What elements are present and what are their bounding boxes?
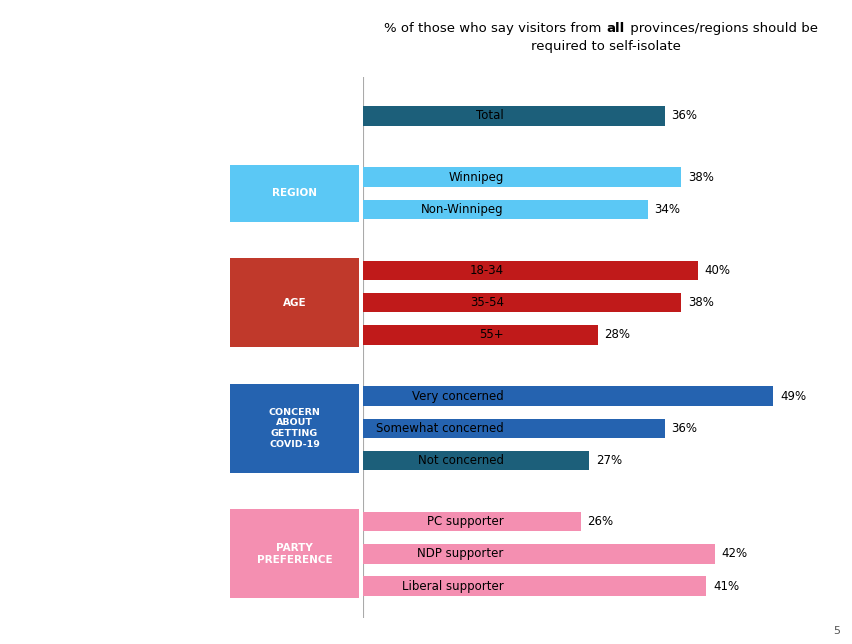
Text: Very concerned: Very concerned — [412, 390, 504, 402]
Bar — [363, 512, 580, 531]
Text: 36%: 36% — [671, 422, 696, 435]
Text: 41%: 41% — [712, 580, 739, 592]
Bar — [363, 293, 681, 312]
Text: AGE: AGE — [282, 298, 306, 308]
Bar — [363, 386, 773, 406]
Text: 36%: 36% — [671, 109, 696, 122]
Text: 38%: 38% — [688, 296, 713, 309]
Text: 27%: 27% — [596, 454, 621, 467]
Bar — [363, 261, 697, 280]
Text: PC supporter: PC supporter — [427, 515, 504, 528]
Text: 28%: 28% — [603, 328, 630, 341]
Text: CONCERN
ABOUT
GETTING
COVID-19: CONCERN ABOUT GETTING COVID-19 — [268, 408, 320, 449]
Text: E1. “The Manitoba government
currently requires visitors to
Manitoba from east o: E1. “The Manitoba government currently r… — [18, 299, 176, 556]
Bar — [363, 576, 705, 596]
Text: 26%: 26% — [587, 515, 613, 528]
Text: 18-34: 18-34 — [469, 264, 504, 277]
Bar — [363, 451, 589, 470]
Bar — [363, 325, 596, 345]
Text: 34%: 34% — [653, 203, 680, 216]
Text: NDP supporter: NDP supporter — [417, 547, 504, 560]
Text: ONE-THIRD
AGREE VISITORS
FROM ANY
PROVINCE
SHOULD HAVE
TO SELF-
ISOLATE: ONE-THIRD AGREE VISITORS FROM ANY PROVIN… — [18, 29, 193, 178]
Text: 42%: 42% — [721, 547, 746, 560]
Text: provinces/regions should be: provinces/regions should be — [625, 23, 817, 35]
Text: 40%: 40% — [704, 264, 730, 277]
Bar — [363, 106, 664, 126]
Text: PARTY
PREFERENCE: PARTY PREFERENCE — [256, 543, 332, 565]
Bar — [363, 200, 647, 219]
Text: Liberal supporter: Liberal supporter — [401, 580, 504, 592]
Text: REGION: REGION — [272, 188, 317, 198]
Bar — [363, 419, 664, 438]
Text: 5: 5 — [832, 626, 839, 636]
Text: Not concerned: Not concerned — [417, 454, 504, 467]
Text: 35-54: 35-54 — [469, 296, 504, 309]
Text: 55+: 55+ — [479, 328, 504, 341]
Text: PROBE RESEARCH INC.: PROBE RESEARCH INC. — [18, 607, 160, 617]
Text: all: all — [605, 23, 624, 35]
Text: % of those who say visitors from: % of those who say visitors from — [383, 23, 605, 35]
Text: required to self-isolate: required to self-isolate — [530, 40, 680, 53]
Text: Total: Total — [475, 109, 504, 122]
Text: 49%: 49% — [779, 390, 805, 402]
Bar — [363, 544, 714, 564]
Bar — [363, 167, 681, 187]
Text: Winnipeg: Winnipeg — [448, 171, 504, 184]
Text: Somewhat concerned: Somewhat concerned — [376, 422, 504, 435]
Text: 38%: 38% — [688, 171, 713, 184]
Text: Base: All respondents (N=1,049): Base: All respondents (N=1,049) — [18, 570, 165, 579]
Text: Non-Winnipeg: Non-Winnipeg — [421, 203, 504, 216]
